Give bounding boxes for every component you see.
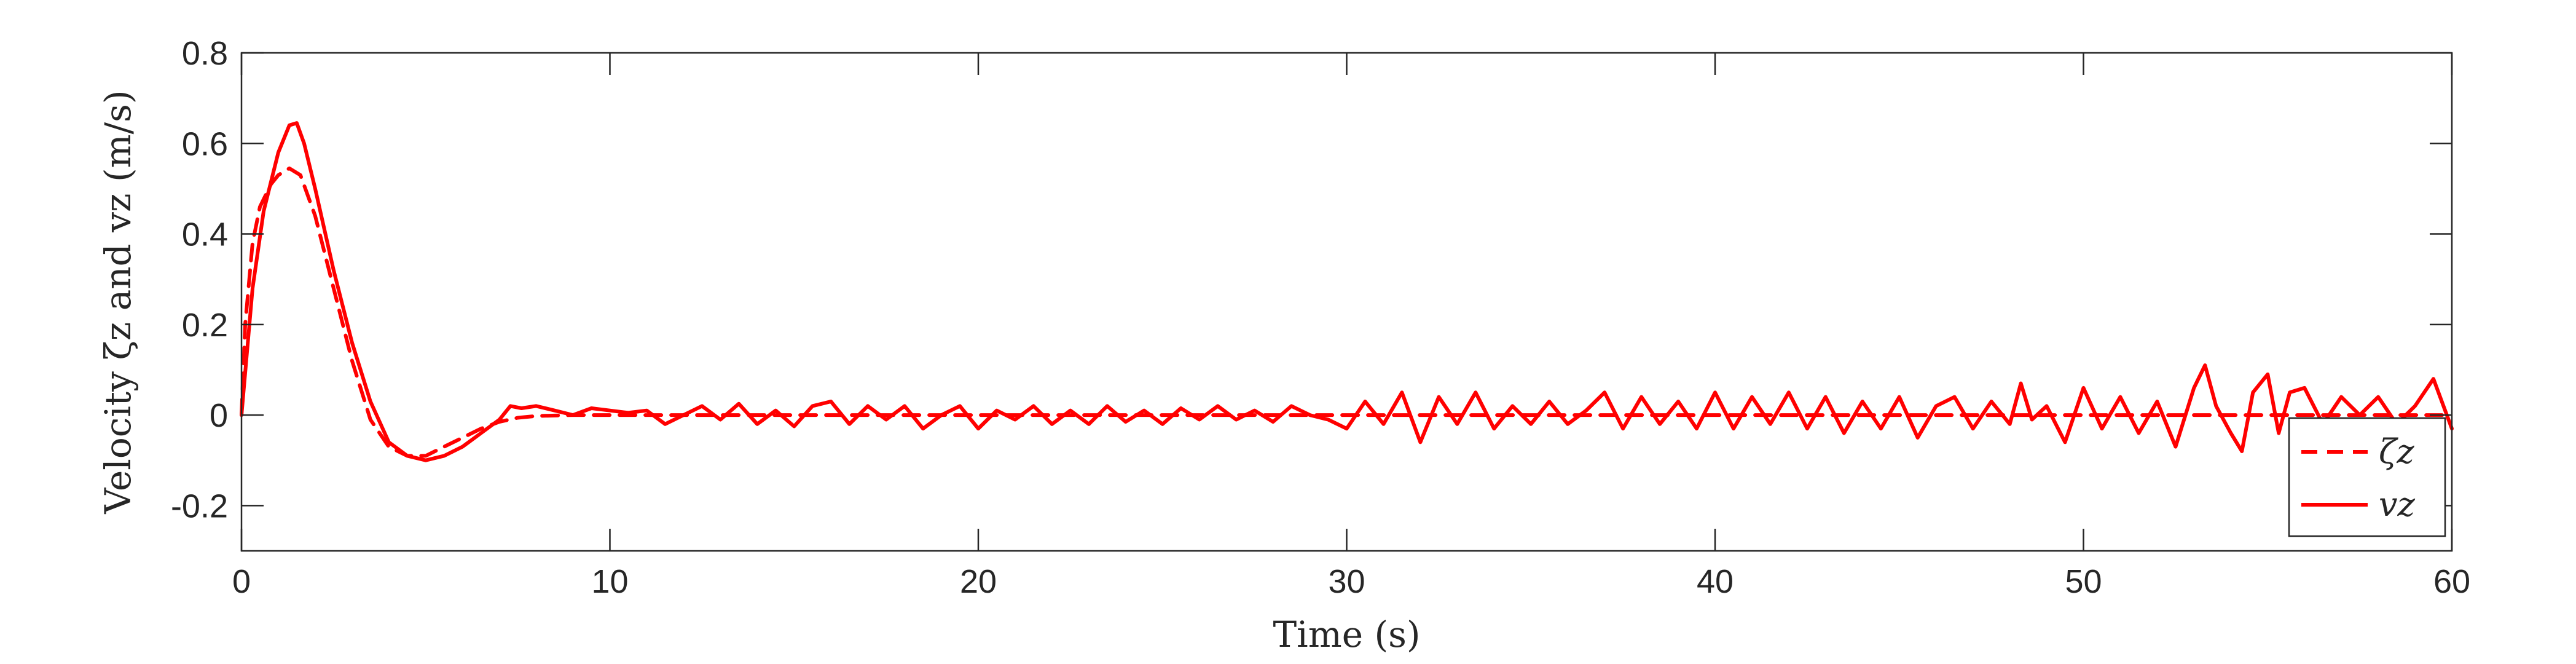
tick-labels: 0 10 20 30 40 50 60 -0.2 0 0.2 0.4 0.6 0.8 — [171, 35, 2470, 600]
y-tick-label: -0.2 — [171, 488, 228, 524]
x-tick-label: 40 — [1697, 563, 1734, 600]
y-tick-label: 0.8 — [182, 35, 228, 72]
x-tick-label: 50 — [2065, 563, 2102, 600]
legend: ζz vz — [2288, 417, 2446, 537]
y-tick-label: 0.2 — [182, 307, 228, 344]
x-tick-label: 0 — [232, 563, 251, 600]
y-tick-label: 0.4 — [182, 216, 228, 253]
series-line-zeta — [240, 166, 2454, 458]
x-axis-label: Time (s) — [1273, 614, 1420, 655]
x-tick-label: 20 — [960, 563, 997, 600]
x-tick-label: 10 — [591, 563, 628, 600]
legend-label-zeta: ζz — [2379, 432, 2414, 471]
series-line-v — [240, 121, 2454, 462]
ticks — [240, 52, 2453, 551]
x-tick-label: 30 — [1328, 563, 1365, 600]
legend-label-v: vz — [2379, 485, 2416, 524]
plot-marks — [240, 121, 2454, 462]
y-tick-label: 0.6 — [182, 125, 228, 162]
legend-box — [2288, 417, 2446, 537]
y-tick-label: 0 — [210, 397, 228, 434]
y-axis-label: Velocity ζz and vz (m/s) — [97, 90, 139, 514]
x-tick-label: 60 — [2433, 563, 2470, 600]
